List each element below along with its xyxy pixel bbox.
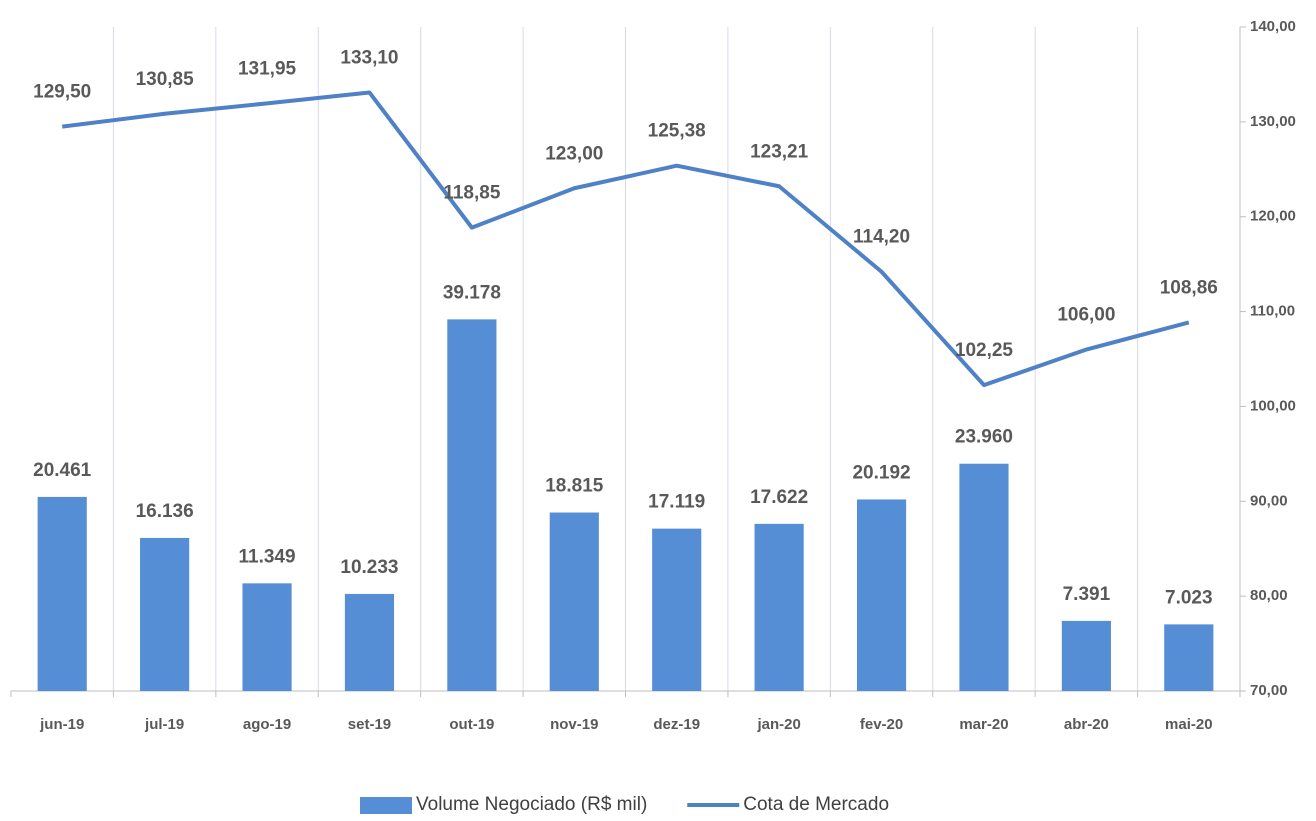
data-label: 18.815 [545, 476, 604, 497]
data-label: 20.192 [852, 462, 910, 483]
x-tick-label: mar-20 [959, 716, 1008, 733]
bar [242, 583, 292, 691]
bar [140, 537, 190, 691]
x-tick-label: out-19 [449, 716, 494, 733]
data-label: 23.960 [955, 427, 1013, 448]
data-label: 17.622 [750, 487, 808, 508]
bar [1164, 624, 1214, 691]
data-label: 39.178 [443, 282, 501, 303]
bar [652, 528, 702, 691]
y2-tick-label: 110,00 [1250, 303, 1295, 320]
data-label: 10.233 [340, 557, 398, 578]
bar [1061, 620, 1111, 691]
x-tick-label: nov-19 [550, 716, 598, 733]
x-tick-label: fev-20 [860, 716, 903, 733]
legend-label: Volume Negociado (R$ mil) [416, 794, 647, 815]
y2-tick-label: 80,00 [1250, 587, 1288, 604]
data-label: 11.349 [239, 546, 296, 567]
legend-label: Cota de Mercado [743, 794, 889, 815]
y2-tick-label: 70,00 [1250, 682, 1288, 699]
y2-tick-label: 100,00 [1250, 397, 1296, 414]
y2-tick-label: 120,00 [1250, 208, 1296, 225]
x-tick-label: mai-20 [1165, 716, 1213, 733]
data-label: 16.136 [136, 501, 194, 522]
x-tick-label: jun-19 [39, 716, 84, 733]
bar [447, 319, 497, 691]
y2-tick-label: 140,00 [1250, 18, 1296, 35]
data-label: 20.461 [33, 460, 92, 481]
line [61, 90, 1190, 388]
data-label: 106,00 [1057, 305, 1115, 326]
data-label: 108,86 [1160, 277, 1218, 298]
data-label: 7.023 [1165, 587, 1213, 608]
data-label: 114,20 [853, 227, 910, 248]
bar [37, 496, 87, 691]
data-label: 131,95 [238, 58, 297, 79]
y2-tick-label: 90,00 [1250, 492, 1288, 509]
bar [754, 523, 804, 691]
x-tick-label: jan-20 [756, 716, 800, 733]
data-label: 123,00 [545, 143, 603, 164]
data-label: 125,38 [648, 121, 706, 142]
x-tick-label: abr-20 [1064, 716, 1109, 733]
data-label: 123,21 [750, 141, 809, 162]
x-tick-label: jul-19 [144, 716, 184, 733]
data-label: 118,85 [443, 183, 500, 204]
bar [344, 593, 395, 691]
data-label: 129,50 [33, 82, 91, 103]
data-label: 102,25 [955, 340, 1014, 361]
x-tick-label: ago-19 [243, 716, 291, 733]
bar [549, 512, 599, 691]
bar [959, 463, 1009, 691]
data-label: 133,10 [340, 47, 398, 68]
y2-tick-label: 130,00 [1250, 113, 1296, 130]
data-label: 130,85 [136, 69, 195, 90]
bar [856, 499, 907, 691]
x-tick-label: set-19 [348, 716, 391, 733]
legend-swatch [360, 797, 412, 814]
x-tick-label: dez-19 [653, 716, 700, 733]
data-label: 17.119 [648, 492, 705, 513]
data-label: 7.391 [1063, 584, 1111, 605]
